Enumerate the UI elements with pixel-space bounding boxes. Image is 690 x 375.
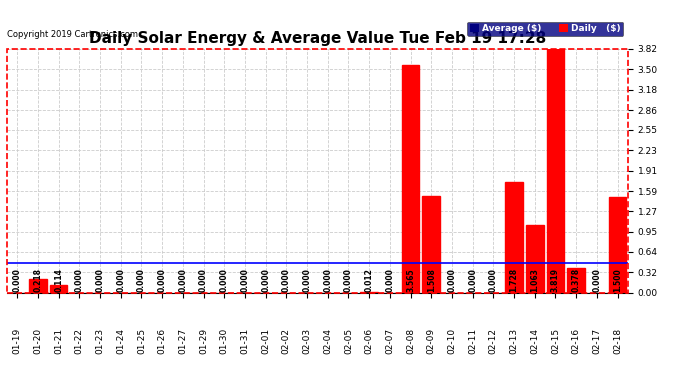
Bar [567,268,585,292]
Bar [7,49,628,292]
Text: 0.000: 0.000 [302,268,312,292]
Legend: Average ($), Daily   ($): Average ($), Daily ($) [467,22,623,36]
Text: 0.000: 0.000 [137,268,146,292]
Bar [50,285,68,292]
Text: 0.000: 0.000 [157,268,167,292]
Text: 0.000: 0.000 [261,268,270,292]
Text: 0.000: 0.000 [95,268,105,292]
Bar [402,65,420,292]
Text: 0.000: 0.000 [219,268,229,292]
Text: 0.218: 0.218 [33,268,43,292]
Text: 0.000: 0.000 [468,268,477,292]
Text: 0.000: 0.000 [592,268,602,292]
Text: 0.012: 0.012 [364,268,374,292]
Text: 0.000: 0.000 [75,268,84,292]
Text: 0.000: 0.000 [178,268,188,292]
Text: 3.565: 3.565 [406,268,415,292]
Bar [609,197,627,292]
Text: 0.000: 0.000 [12,268,22,292]
Text: 0.000: 0.000 [344,268,353,292]
Text: 0.000: 0.000 [489,268,498,292]
Bar [29,279,47,292]
Text: 0.000: 0.000 [385,268,395,292]
Bar [422,196,440,292]
Bar [505,182,523,292]
Text: 1.728: 1.728 [509,268,519,292]
Text: 0.000: 0.000 [282,268,291,292]
Text: 0.000: 0.000 [240,268,250,292]
Text: 3.819: 3.819 [551,268,560,292]
Text: 0.000: 0.000 [199,268,208,292]
Title: Daily Solar Energy & Average Value Tue Feb 19 17:28: Daily Solar Energy & Average Value Tue F… [89,31,546,46]
Bar [546,49,564,292]
Text: 0.378: 0.378 [571,268,581,292]
Text: Copyright 2019 Cartronics.com: Copyright 2019 Cartronics.com [7,30,138,39]
Text: 1.500: 1.500 [613,268,622,292]
Text: 0.114: 0.114 [54,268,63,292]
Text: 0.000: 0.000 [116,268,126,292]
Text: 0.000: 0.000 [447,268,457,292]
Bar [526,225,544,292]
Text: 1.063: 1.063 [530,268,540,292]
Text: 1.508: 1.508 [426,268,436,292]
Text: 0.000: 0.000 [323,268,333,292]
